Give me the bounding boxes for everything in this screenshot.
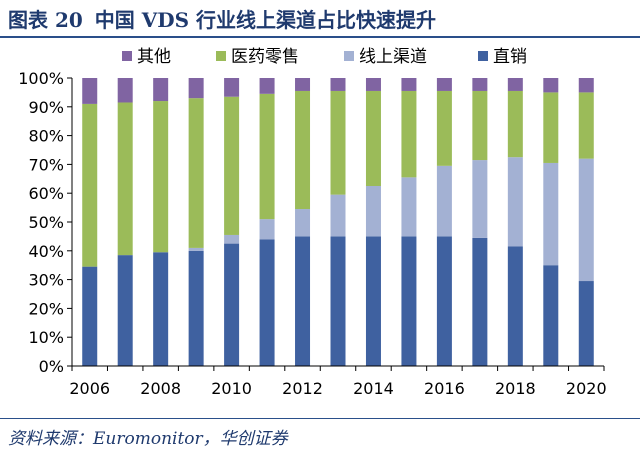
bar-segment-其他-2014	[365, 78, 381, 91]
legend-item-直销: 直销	[478, 47, 527, 67]
bar-segment-其他-2020	[578, 78, 594, 93]
x-axis: 2006 2008 2010 2012 2014 2016 2018 2020	[69, 365, 607, 398]
bar-segment-医药零售-2010	[224, 96, 240, 235]
y-tick-label: 70%	[28, 155, 64, 174]
figure-title: 图表 20 中国 VDS 行业线上渠道占比快速提升	[8, 4, 436, 33]
x-tick-label: 2006	[69, 379, 110, 398]
legend-label: 直销	[493, 47, 527, 67]
y-tick-label: 40%	[28, 242, 64, 261]
legend-label: 线上渠道	[359, 47, 427, 67]
x-tick-label: 2010	[211, 379, 252, 398]
bar-segment-其他-2011	[259, 78, 275, 94]
stacked-bar-chart: 其他 医药零售 线上渠道 直销 0% 10% 20% 30% 40% 50% 60% 70% 80% 9…	[18, 47, 607, 398]
bar-segment-医药零售-2020	[578, 92, 594, 159]
bar-segment-医药零售-2007	[117, 102, 133, 256]
bar-segment-其他-2016	[436, 78, 452, 91]
bar-segment-其他-2015	[401, 78, 417, 91]
source-rule	[0, 418, 640, 419]
legend-swatch	[122, 51, 132, 61]
y-tick-label: 50%	[28, 213, 64, 232]
bar-segment-其他-2009	[188, 78, 204, 99]
bar-segment-线上渠道-2014	[365, 186, 381, 237]
x-tick-label: 2014	[353, 379, 394, 398]
bar-segment-线上渠道-2020	[578, 158, 594, 282]
figure-number: 图表 20	[8, 8, 83, 32]
bar-segment-直销-2008	[153, 252, 169, 366]
x-tick-label: 2008	[140, 379, 181, 398]
legend-swatch	[216, 51, 226, 61]
bar-segment-线上渠道-2019	[543, 162, 559, 266]
bar-segment-医药零售-2017	[472, 90, 488, 161]
bar-segment-线上渠道-2018	[507, 157, 523, 247]
figure-title-text: 中国 VDS 行业线上渠道占比快速提升	[94, 8, 437, 32]
y-tick-label: 100%	[18, 69, 64, 88]
y-tick-label: 90%	[28, 98, 64, 117]
bar-segment-其他-2018	[507, 78, 523, 91]
legend-item-其他: 其他	[122, 47, 171, 67]
source-note: 资料来源：Euromonitor，华创证券	[8, 429, 288, 449]
bar-segment-直销-2012	[295, 236, 311, 366]
bar-segment-直销-2019	[543, 265, 559, 366]
bar-segment-其他-2019	[543, 78, 559, 93]
bar-segment-其他-2007	[117, 78, 133, 103]
bar-segment-医药零售-2019	[543, 92, 559, 163]
bar-segment-医药零售-2014	[365, 90, 381, 186]
bar-segment-线上渠道-2010	[224, 234, 240, 244]
y-tick-label: 80%	[28, 127, 64, 146]
bar-segment-医药零售-2016	[436, 90, 452, 166]
bar-segment-医药零售-2009	[188, 98, 204, 248]
y-tick-label: 30%	[28, 271, 64, 290]
bar-segment-直销-2016	[436, 236, 452, 366]
bar-segment-医药零售-2008	[153, 101, 169, 253]
y-tick-label: 0%	[39, 357, 64, 376]
bar-segment-其他-2010	[224, 78, 240, 97]
bar-segment-医药零售-2012	[295, 90, 311, 210]
bar-segment-直销-2007	[117, 255, 133, 366]
x-tick-label: 2020	[566, 379, 607, 398]
bar-segment-医药零售-2018	[507, 90, 523, 158]
bar-segment-线上渠道-2015	[401, 177, 417, 237]
y-tick-label: 60%	[28, 184, 64, 203]
bar-segment-其他-2008	[153, 78, 169, 102]
legend-item-医药零售: 医药零售	[216, 47, 299, 67]
x-tick-label: 2016	[424, 379, 465, 398]
bar-segment-直销-2018	[507, 246, 523, 366]
y-tick-label: 10%	[28, 328, 64, 347]
bar-series	[82, 78, 594, 366]
bar-segment-直销-2009	[188, 250, 204, 366]
bar-segment-线上渠道-2009	[188, 247, 204, 251]
bar-segment-医药零售-2015	[401, 90, 417, 178]
legend-swatch	[344, 51, 354, 61]
bar-segment-线上渠道-2016	[436, 165, 452, 237]
bar-segment-直销-2017	[472, 237, 488, 366]
bar-segment-直销-2020	[578, 281, 594, 366]
bar-segment-线上渠道-2017	[472, 160, 488, 238]
x-tick-label: 2012	[282, 379, 323, 398]
chart-legend: 其他 医药零售 线上渠道 直销	[122, 47, 527, 67]
bar-segment-直销-2015	[401, 236, 417, 366]
bar-segment-其他-2013	[330, 78, 346, 91]
bar-segment-医药零售-2011	[259, 93, 275, 220]
bar-segment-线上渠道-2012	[295, 209, 311, 237]
bar-segment-直销-2010	[224, 243, 240, 366]
bar-segment-线上渠道-2013	[330, 194, 346, 237]
legend-item-线上渠道: 线上渠道	[344, 47, 427, 67]
bar-segment-直销-2014	[365, 236, 381, 366]
bar-segment-医药零售-2006	[82, 103, 98, 267]
y-tick-label: 20%	[28, 299, 64, 318]
x-tick-label: 2018	[495, 379, 536, 398]
legend-swatch	[478, 51, 488, 61]
bar-segment-直销-2011	[259, 239, 275, 366]
bar-segment-其他-2012	[295, 78, 311, 91]
bar-segment-线上渠道-2011	[259, 219, 275, 240]
bar-segment-直销-2006	[82, 266, 98, 366]
bar-segment-直销-2013	[330, 236, 346, 366]
bar-segment-其他-2006	[82, 78, 98, 104]
bar-segment-医药零售-2013	[330, 90, 346, 195]
legend-label: 其他	[137, 47, 171, 67]
title-rule	[0, 36, 640, 38]
legend-label: 医药零售	[231, 47, 299, 67]
bar-segment-其他-2017	[472, 78, 488, 91]
y-axis: 0% 10% 20% 30% 40% 50% 60% 70% 80% 90% 100%	[18, 69, 73, 376]
